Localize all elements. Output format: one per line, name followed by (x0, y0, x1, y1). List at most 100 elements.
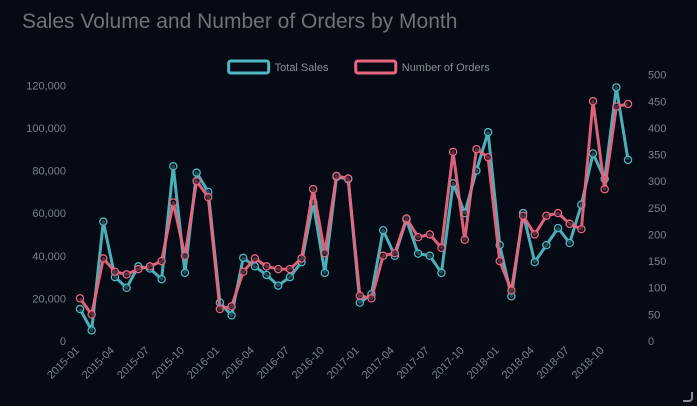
data-point[interactable] (413, 232, 423, 242)
data-point[interactable] (542, 240, 551, 250)
left-axis-tick-label: 60,000 (32, 208, 66, 220)
data-point[interactable] (402, 214, 411, 223)
data-point[interactable] (542, 211, 551, 221)
data-point[interactable] (460, 235, 470, 245)
data-point[interactable] (530, 257, 539, 267)
right-axis-tick-label: 450 (648, 96, 666, 108)
data-point[interactable] (99, 217, 108, 226)
data-point[interactable] (180, 268, 190, 278)
legend-label[interactable]: Total Sales (275, 62, 329, 74)
data-point[interactable] (250, 262, 260, 271)
data-point[interactable] (192, 176, 201, 186)
data-point[interactable] (518, 211, 528, 221)
data-point[interactable] (75, 304, 85, 314)
left-axis-tick-label: 0 (60, 336, 66, 348)
data-point[interactable] (437, 268, 446, 278)
data-point[interactable] (145, 262, 155, 271)
data-point[interactable] (169, 162, 178, 171)
data-point[interactable] (122, 283, 131, 292)
x-axis-tick-label: 2016-10 (290, 345, 327, 382)
data-point[interactable] (413, 249, 423, 258)
data-point[interactable] (425, 230, 435, 239)
data-point[interactable] (577, 224, 586, 234)
data-point[interactable] (273, 281, 283, 290)
data-point[interactable] (285, 264, 295, 274)
data-point[interactable] (87, 310, 96, 319)
data-point[interactable] (483, 152, 493, 162)
data-point[interactable] (134, 264, 143, 274)
right-axis-tick-label: 0 (648, 336, 654, 348)
x-axis-tick-label: 2018-04 (500, 345, 537, 382)
data-point[interactable] (588, 149, 598, 158)
data-point[interactable] (390, 248, 400, 258)
x-axis-tick-label: 2018-01 (465, 345, 502, 382)
data-point[interactable] (180, 251, 190, 261)
data-point[interactable] (600, 184, 609, 194)
data-point[interactable] (204, 192, 213, 202)
data-point[interactable] (565, 219, 574, 229)
left-axis-tick-label: 40,000 (32, 251, 66, 263)
data-point[interactable] (75, 294, 85, 303)
data-point[interactable] (262, 270, 271, 280)
data-point[interactable] (110, 267, 120, 276)
data-point[interactable] (273, 264, 283, 274)
right-axis-tick-label: 300 (648, 176, 666, 188)
data-point[interactable] (285, 272, 295, 282)
data-point[interactable] (122, 270, 131, 279)
right-axis-tick-label: 500 (648, 70, 666, 82)
x-axis-tick-label: 2017-07 (395, 345, 432, 382)
data-point[interactable] (157, 256, 166, 266)
data-point[interactable] (320, 248, 330, 258)
data-point[interactable] (320, 268, 330, 278)
right-axis-tick-label: 50 (648, 309, 660, 321)
data-point[interactable] (565, 238, 574, 248)
data-point[interactable] (495, 256, 504, 266)
data-point[interactable] (367, 294, 376, 303)
data-point[interactable] (355, 298, 365, 307)
data-point[interactable] (157, 274, 166, 284)
x-axis-tick-label: 2015-04 (80, 345, 117, 382)
right-axis-tick-label: 100 (648, 283, 666, 295)
data-point[interactable] (250, 254, 260, 263)
data-point[interactable] (623, 99, 633, 109)
data-point[interactable] (99, 254, 108, 263)
data-point[interactable] (192, 168, 201, 177)
data-point[interactable] (612, 102, 621, 111)
data-point[interactable] (507, 286, 516, 295)
series-line-total-sales (78, 85, 630, 332)
left-axis-tick-label: 120,000 (26, 80, 66, 92)
data-point[interactable] (308, 184, 318, 194)
data-point[interactable] (425, 251, 435, 261)
data-point[interactable] (612, 83, 621, 92)
resize-handle-icon[interactable] (683, 392, 693, 402)
x-axis-tick-label: 2018-10 (570, 345, 607, 382)
data-point[interactable] (343, 174, 353, 183)
data-point[interactable] (437, 243, 446, 253)
data-point[interactable] (483, 127, 493, 137)
data-point[interactable] (623, 155, 633, 165)
data-point[interactable] (87, 326, 96, 335)
data-point[interactable] (553, 208, 563, 218)
data-point[interactable] (472, 144, 481, 154)
data-point[interactable] (169, 198, 178, 207)
data-point[interactable] (448, 147, 458, 157)
data-point[interactable] (332, 171, 341, 181)
data-point[interactable] (227, 311, 236, 320)
data-point[interactable] (297, 254, 306, 263)
data-point[interactable] (227, 302, 236, 311)
data-point[interactable] (378, 251, 388, 261)
legend-swatch[interactable] (354, 59, 398, 75)
data-point[interactable] (553, 223, 563, 233)
data-point[interactable] (238, 253, 248, 263)
data-point[interactable] (355, 291, 365, 300)
data-point[interactable] (378, 225, 388, 235)
data-point[interactable] (238, 267, 248, 276)
data-point[interactable] (588, 97, 598, 106)
data-point[interactable] (215, 304, 225, 314)
data-point[interactable] (262, 262, 271, 271)
data-point[interactable] (530, 230, 539, 239)
legend-swatch[interactable] (227, 59, 271, 75)
x-axis-tick-label: 2015-07 (115, 345, 152, 382)
legend-label[interactable]: Number of Orders (402, 62, 491, 74)
